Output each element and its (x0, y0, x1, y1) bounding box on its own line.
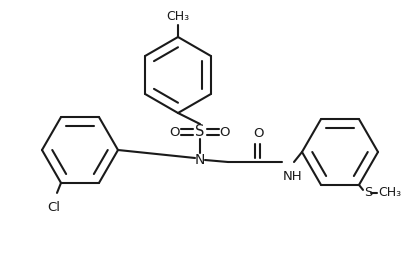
Text: S: S (364, 186, 373, 200)
Text: O: O (170, 126, 180, 139)
Text: O: O (220, 126, 230, 139)
Text: CH₃: CH₃ (166, 10, 189, 23)
Text: O: O (253, 127, 263, 140)
Text: S: S (195, 124, 205, 140)
Text: NH: NH (283, 170, 303, 183)
Text: CH₃: CH₃ (378, 186, 401, 200)
Text: N: N (195, 153, 205, 167)
Text: Cl: Cl (47, 201, 60, 214)
